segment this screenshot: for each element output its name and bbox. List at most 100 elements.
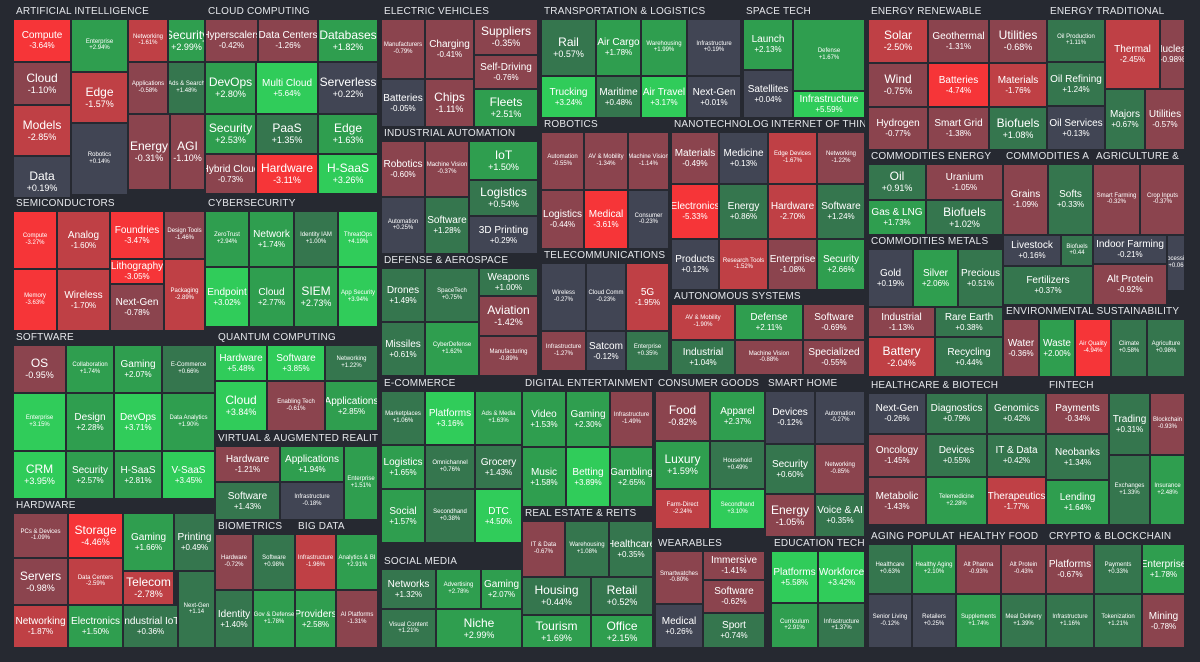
tile-automation[interactable]: Automation -0.27%	[815, 391, 865, 444]
tile-suppliers[interactable]: Suppliers -0.35%	[474, 19, 538, 55]
tile-servers[interactable]: Servers -0.98%	[13, 558, 68, 605]
tile-siem[interactable]: SIEM +2.73%	[294, 267, 338, 327]
tile-aviation[interactable]: Aviation -1.42%	[479, 296, 538, 336]
tile-infrastructure[interactable]: Infrastructure -1.96%	[295, 534, 336, 590]
tile-warehousing[interactable]: Warehousing +1.99%	[641, 19, 687, 76]
tile-majors[interactable]: Majors +0.67%	[1105, 89, 1145, 150]
tile-next-gen[interactable]: Next-Gen +1.14	[178, 571, 215, 648]
tile-satellites[interactable]: Satellites +0.04%	[743, 70, 793, 118]
tile-luxury[interactable]: Luxury +1.59%	[655, 441, 710, 489]
tile-serverless[interactable]: Serverless +0.22%	[318, 62, 378, 114]
tile-hardware[interactable]: Hardware -3.11%	[256, 154, 318, 194]
tile-gold[interactable]: Gold +0.19%	[868, 249, 913, 307]
tile-machine-vision[interactable]: Machine Vision -0.37%	[425, 141, 469, 197]
tile-blockchain[interactable]: Blockchain -0.93%	[1150, 393, 1185, 455]
tile-air-travel[interactable]: Air Travel +3.17%	[641, 76, 687, 118]
tile-software[interactable]: Software +1.24%	[817, 184, 865, 239]
tile-os[interactable]: OS -0.95%	[13, 345, 66, 393]
tile-electronics[interactable]: Electronics +1.50%	[68, 605, 123, 648]
tile-marketplaces[interactable]: Marketplaces +1.06%	[381, 391, 425, 445]
tile-lithography[interactable]: Lithography -3.05%	[110, 259, 164, 284]
tile-cloud[interactable]: Cloud +3.84%	[215, 381, 267, 431]
tile-next-gen[interactable]: Next-Gen -0.78%	[110, 284, 164, 331]
tile-trucking[interactable]: Trucking +3.24%	[541, 76, 596, 118]
tile-weapons[interactable]: Weapons +1.00%	[479, 268, 538, 296]
tile-energy[interactable]: Energy +0.86%	[719, 184, 768, 239]
tile-enterprise[interactable]: Enterprise +1.51%	[344, 446, 378, 520]
tile-h-saas[interactable]: H-SaaS +3.26%	[318, 154, 378, 194]
tile-air-cargo[interactable]: Air Cargo +1.78%	[596, 19, 641, 76]
tile-grains[interactable]: Grains -1.09%	[1003, 164, 1048, 235]
tile-infrastructure[interactable]: Infrastructure +0.19%	[687, 19, 741, 76]
tile-design-tools[interactable]: Design Tools -1.46%	[164, 211, 205, 259]
tile-energy[interactable]: Energy -0.31%	[128, 114, 170, 190]
tile-medicine[interactable]: Medicine +0.13%	[719, 132, 768, 184]
tile-launch[interactable]: Launch +2.13%	[743, 19, 793, 70]
tile-defense[interactable]: Defense +2.11%	[735, 304, 803, 340]
tile-oil-services[interactable]: Oil Services +0.13%	[1047, 106, 1105, 150]
tile-betting[interactable]: Betting +3.89%	[566, 447, 610, 507]
tile-ads-and-search[interactable]: Ads & Search +1.48%	[168, 62, 205, 114]
tile-gov-and-defense[interactable]: Gov & Defense +1.78%	[253, 590, 295, 648]
tile-ads-and-media[interactable]: Ads & Media +1.63%	[475, 391, 522, 445]
tile-analytics-and-bi[interactable]: Analytics & BI +2.91%	[336, 534, 378, 590]
tile-insurance[interactable]: Insurance +2.48%	[1150, 455, 1185, 525]
tile-applications[interactable]: Applications +1.94%	[280, 446, 344, 482]
tile-robotics[interactable]: Robotics -0.60%	[381, 141, 425, 197]
tile-wind[interactable]: Wind -0.75%	[868, 63, 928, 107]
tile-chips[interactable]: Chips -1.11%	[425, 79, 474, 127]
tile-healthcare[interactable]: Healthcare +0.35%	[609, 521, 653, 577]
tile-platforms[interactable]: Platforms -0.67%	[1046, 544, 1094, 594]
tile-supplements[interactable]: Supplements +1.74%	[956, 594, 1001, 648]
tile-solar[interactable]: Solar -2.50%	[868, 19, 928, 63]
tile-paas[interactable]: PaaS +1.35%	[256, 114, 318, 154]
tile-food[interactable]: Food -0.82%	[655, 391, 710, 441]
tile-hardware[interactable]: Hardware +5.48%	[215, 345, 267, 381]
tile-rare-earth[interactable]: Rare Earth +0.38%	[935, 307, 1003, 337]
tile-data-centers[interactable]: Data Centers -2.59%	[68, 558, 123, 605]
tile-machine-vision[interactable]: Machine Vision -0.88%	[735, 340, 803, 375]
tile-automation[interactable]: Automation -0.55%	[541, 132, 584, 190]
tile-oil-refining[interactable]: Oil Refining +1.24%	[1047, 62, 1105, 106]
tile-crm[interactable]: CRM +3.95%	[13, 451, 66, 499]
tile-thermal[interactable]: Thermal -2.45%	[1105, 19, 1160, 89]
tile-analog[interactable]: Analog -1.60%	[57, 211, 110, 269]
tile-retail[interactable]: Retail +0.52%	[591, 577, 653, 615]
tile-hyperscalers[interactable]: Hyperscalers -0.42%	[205, 19, 258, 62]
tile-materials[interactable]: Materials -0.49%	[671, 132, 719, 184]
tile-logistics[interactable]: Logistics +1.65%	[381, 445, 425, 489]
tile-warehousing[interactable]: Warehousing +1.08%	[565, 521, 609, 577]
tile-senior-living[interactable]: Senior Living -0.12%	[868, 594, 912, 648]
tile-hardware[interactable]: Hardware -0.72%	[215, 534, 253, 590]
tile-lending[interactable]: Lending +1.64%	[1046, 480, 1109, 525]
tile-hybrid-cloud[interactable]: Hybrid Cloud-0.73%	[205, 154, 256, 194]
tile-hydrogen[interactable]: Hydrogen -0.77%	[868, 107, 928, 150]
tile-h-saas[interactable]: H-SaaS +2.81%	[114, 451, 162, 499]
tile-secondhand[interactable]: Secondhand +3.10%	[710, 489, 765, 529]
tile-platforms[interactable]: Platforms +5.58%	[771, 551, 818, 603]
tile-missiles[interactable]: Missiles +0.61%	[381, 322, 425, 376]
tile-healthy-aging[interactable]: Healthy Aging +2.10%	[912, 544, 956, 594]
tile-payments[interactable]: Payments -0.34%	[1046, 393, 1109, 434]
tile-logistics[interactable]: Logistics -0.44%	[541, 190, 584, 249]
tile-dtc[interactable]: DTC +4.50%	[475, 489, 522, 543]
tile-precious[interactable]: Precious +0.51%	[958, 249, 1003, 307]
tile-software[interactable]: Software +0.98%	[253, 534, 295, 590]
tile-workforce[interactable]: Workforce +3.42%	[818, 551, 865, 603]
tile-next-gen[interactable]: Next-Gen +0.01%	[687, 76, 741, 118]
tile-secondhand[interactable]: Secondhand +0.38%	[425, 489, 475, 543]
tile-identity[interactable]: Identity +1.40%	[215, 590, 253, 648]
tile-crop-inputs[interactable]: Crop Inputs -0.37%	[1140, 164, 1185, 235]
tile-recycling[interactable]: Recycling +0.44%	[935, 337, 1003, 377]
tile-biofuels[interactable]: Biofuels +1.02%	[926, 200, 1003, 235]
tile-music[interactable]: Music +1.58%	[522, 447, 566, 507]
tile-multi-cloud[interactable]: Multi Cloud +5.64%	[256, 62, 318, 114]
tile-cloud[interactable]: Cloud +2.77%	[249, 267, 294, 327]
tile-smartwatches[interactable]: Smartwatches -0.80%	[655, 551, 703, 604]
tile-biofuels[interactable]: Biofuels +0.44	[1061, 235, 1093, 266]
tile-livestock[interactable]: Livestock +0.16%	[1003, 235, 1061, 266]
tile-rail[interactable]: Rail +0.57%	[541, 19, 596, 76]
tile-data-centers[interactable]: Data Centers -1.26%	[258, 19, 318, 62]
tile-metabolic[interactable]: Metabolic -1.43%	[868, 477, 926, 525]
tile-cyberdefense[interactable]: CyberDefense +1.62%	[425, 322, 479, 376]
